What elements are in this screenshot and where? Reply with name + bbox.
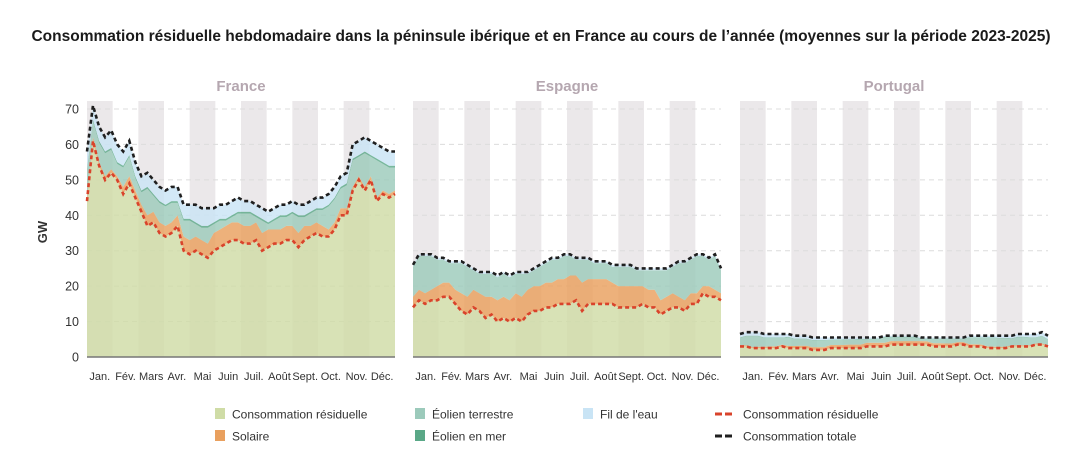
- month-label: Nov.: [672, 371, 694, 383]
- month-label: Oct.: [974, 371, 994, 383]
- legend-item: Éolien en mer: [415, 429, 506, 444]
- month-band: [842, 101, 869, 357]
- legend-swatch: [215, 408, 225, 419]
- month-label: Sept.: [292, 371, 318, 383]
- legend-swatch: [583, 408, 593, 419]
- legend-label: Consommation résiduelle: [232, 408, 368, 422]
- month-label: Mars: [792, 371, 817, 383]
- month-label: Jan.: [742, 371, 763, 383]
- month-label: Mai: [520, 371, 538, 383]
- legend-item: Solaire: [215, 430, 270, 444]
- legend-item: Fil de l'eau: [583, 408, 658, 422]
- y-tick-label: 70: [65, 103, 79, 117]
- month-label: Fév.: [768, 371, 789, 383]
- legend-label: Fil de l'eau: [600, 408, 658, 422]
- legend-label: Solaire: [232, 430, 270, 444]
- solar-area: [740, 341, 1048, 350]
- month-label: Oct.: [321, 371, 341, 383]
- residual-consumption-line: [85, 140, 396, 260]
- legend-label: Éolien terrestre: [432, 407, 514, 422]
- month-label: Avr.: [493, 371, 512, 383]
- month-band: [996, 101, 1023, 357]
- onshore-wind-area: [87, 121, 395, 244]
- residual-area: [740, 344, 1048, 357]
- legend-item: Consommation résiduelle: [715, 408, 879, 422]
- month-label: Juil.: [244, 371, 264, 383]
- month-band: [740, 101, 766, 357]
- total-consumption-line: [739, 330, 1049, 339]
- legend: Consommation résiduelle Éolien terrestre F…: [215, 407, 879, 444]
- month-label: Mai: [847, 371, 865, 383]
- month-label: Jan.: [89, 371, 110, 383]
- month-label: Jan.: [415, 371, 436, 383]
- y-tick-label: 10: [65, 315, 79, 329]
- chart-title: Consommation résiduelle hebdomadaire dan…: [31, 28, 1050, 45]
- legend-label: Consommation résiduelle: [743, 408, 879, 422]
- panel-title: Espagne: [536, 78, 599, 95]
- legend-label: Consommation totale: [743, 430, 857, 444]
- legend-swatch: [415, 430, 425, 441]
- month-label: Août: [268, 371, 291, 383]
- month-label: Mai: [194, 371, 212, 383]
- legend-item: Consommation totale: [715, 430, 857, 444]
- legend-item: Consommation résiduelle: [215, 408, 368, 422]
- residual-consumption-line: [740, 343, 1049, 352]
- y-tick-label: 60: [65, 138, 79, 152]
- month-label: Déc.: [1024, 371, 1047, 383]
- month-label: Juin: [218, 371, 238, 383]
- residual-area: [87, 140, 395, 357]
- y-axis-label: GW: [35, 220, 50, 243]
- month-band: [791, 101, 817, 357]
- panel-france: France Jan. Fév. Mars Avr. Mai Juin Juil. Août Se…: [65, 78, 396, 383]
- panel-espagne: Espagne Jan. Fév. Mars Avr. Mai Juin Juil. Août S…: [411, 78, 723, 383]
- y-tick-label: 30: [65, 244, 79, 258]
- month-band: [945, 101, 971, 357]
- legend-swatch: [415, 408, 425, 419]
- onshore-wind-area: [413, 256, 721, 301]
- month-label: Mars: [465, 371, 490, 383]
- month-label: Juil.: [570, 371, 590, 383]
- month-label: Sept.: [945, 371, 971, 383]
- month-label: Déc.: [371, 371, 394, 383]
- month-label: Nov.: [346, 371, 368, 383]
- y-tick-label: 40: [65, 209, 79, 223]
- total-consumption-line: [411, 252, 723, 278]
- month-label: Avr.: [167, 371, 186, 383]
- month-label: Août: [594, 371, 617, 383]
- legend-swatch: [215, 430, 225, 441]
- y-tick-label: 0: [72, 351, 79, 365]
- residual-area: [413, 293, 721, 357]
- residual-consumption-line: [412, 291, 722, 324]
- solar-area: [413, 275, 721, 322]
- panel-title: France: [216, 78, 265, 95]
- month-label: Oct.: [647, 371, 667, 383]
- month-label: Fév.: [115, 371, 136, 383]
- legend-label: Éolien en mer: [432, 429, 506, 444]
- panel-portugal: Portugal Jan. Fév. Mars Avr. Mai Juin Juil. Août…: [739, 78, 1049, 383]
- month-label: Mars: [139, 371, 164, 383]
- month-label: Juil.: [897, 371, 917, 383]
- month-label: Sept.: [618, 371, 644, 383]
- legend-item: Éolien terrestre: [415, 407, 514, 422]
- month-label: Déc.: [697, 371, 720, 383]
- month-label: Fév.: [441, 371, 462, 383]
- month-label: Juin: [871, 371, 891, 383]
- month-label: Avr.: [820, 371, 839, 383]
- panel-title: Portugal: [864, 78, 925, 95]
- month-band: [894, 101, 920, 357]
- month-label: Juin: [544, 371, 564, 383]
- run-of-river-area: [87, 105, 395, 226]
- onshore-wind-area: [740, 336, 1048, 348]
- total-consumption-line: [85, 105, 395, 214]
- month-label: Août: [921, 371, 944, 383]
- month-label: Nov.: [999, 371, 1021, 383]
- y-tick-label: 50: [65, 173, 79, 187]
- y-tick-label: 20: [65, 280, 79, 294]
- solar-area: [87, 137, 395, 258]
